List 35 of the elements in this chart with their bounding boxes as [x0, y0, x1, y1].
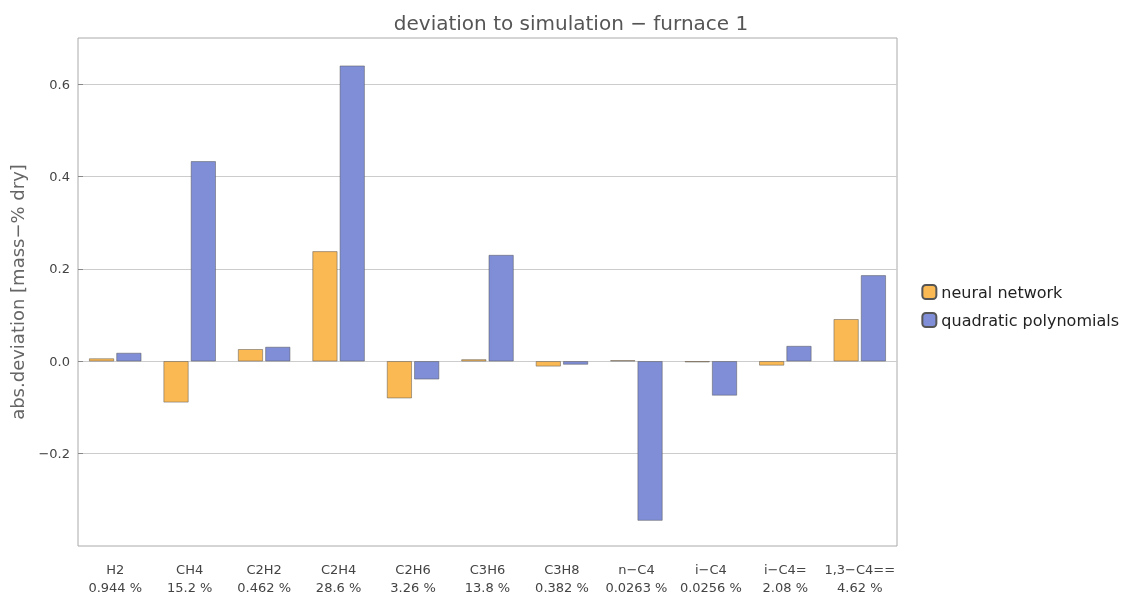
- y-tick-label: 0.2: [49, 261, 70, 277]
- x-tick-label: CH4 15.2 %: [166, 561, 213, 595]
- bar: [563, 361, 589, 365]
- y-tick-label: −0.2: [38, 446, 70, 462]
- y-axis-title: abs.deviation [mass−% dry]: [6, 164, 28, 420]
- legend-label: quadratic polynomials: [941, 310, 1120, 330]
- bar: [190, 161, 216, 362]
- bar: [238, 349, 263, 362]
- bar: [265, 346, 291, 362]
- bar: [535, 361, 561, 367]
- legend-label: neural network: [941, 282, 1064, 302]
- bar: [861, 275, 886, 362]
- x-tick-label: H2 0.944 %: [88, 561, 143, 595]
- bar: [712, 361, 737, 396]
- x-tick-label: C2H4 28.6 %: [315, 561, 362, 595]
- y-tick-label: 0.6: [49, 76, 70, 92]
- bar: [833, 319, 859, 362]
- x-tick-label: 1,3−C4== 4.62 %: [824, 561, 896, 595]
- y-tick-label: 0.0: [49, 353, 70, 369]
- x-tick-label: n−C4 0.0263 %: [605, 561, 668, 595]
- x-tick-label: C2H6 3.26 %: [390, 561, 436, 595]
- bar: [414, 361, 440, 380]
- x-tick-label: i−C4 0.0256 %: [679, 561, 742, 595]
- x-tick-label: C2H2 0.462 %: [237, 561, 291, 595]
- bar: [89, 358, 114, 362]
- bar: [116, 352, 142, 362]
- bar: [163, 361, 189, 403]
- x-tick-label: C3H8 0.382 %: [535, 561, 589, 595]
- x-tick-label: i−C4= 2.08 %: [762, 561, 809, 595]
- bar: [759, 361, 785, 366]
- x-tick-label: C3H6 13.8 %: [464, 561, 511, 595]
- y-tick-label: 0.4: [49, 169, 70, 185]
- chart-title: deviation to simulation − furnace 1: [393, 11, 749, 35]
- bar: [386, 361, 412, 399]
- bar: [786, 346, 812, 362]
